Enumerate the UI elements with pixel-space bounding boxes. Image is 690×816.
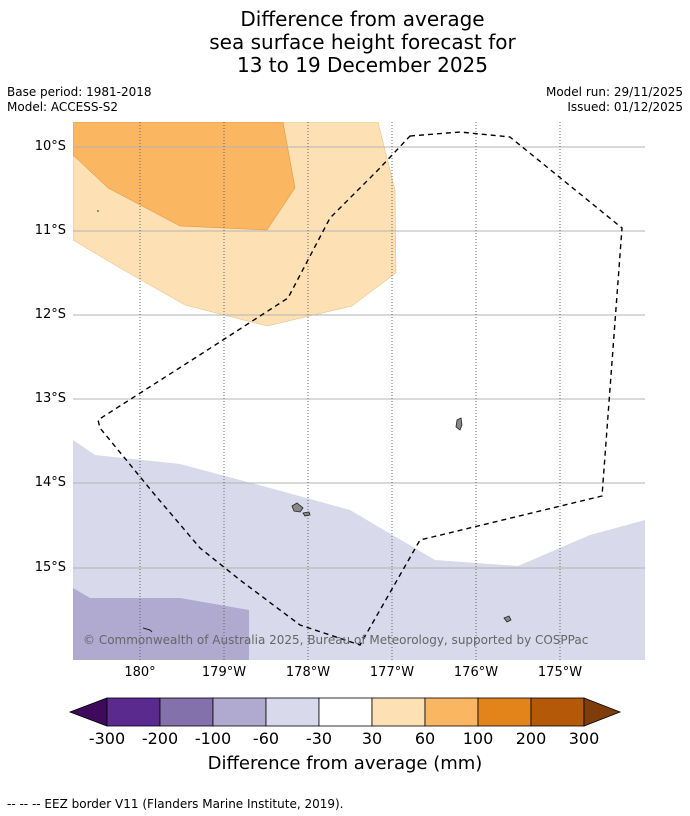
cbar-tick-1: -300 [88,729,126,748]
cbar-tick-4: -60 [252,729,280,748]
lon-label-176w: 176°W [453,665,499,680]
colorbar-bin-6 [371,697,426,727]
colorbar-bin-9 [530,697,585,727]
island-wallis [455,417,463,431]
cbar-tick-5: -30 [305,729,333,748]
eez-legend-footer: -- -- -- EEZ border V11 (Flanders Marine… [7,797,344,811]
island-small [142,627,153,633]
title-line-1: Difference from average [240,7,485,31]
lon-label-179w: 179°W [201,665,247,680]
lon-label-177w: 177°W [369,665,415,680]
issued-date: Issued: 01/12/2025 [567,100,683,114]
base-period: Base period: 1981-2018 [7,85,152,99]
model-name: Model: ACCESS-S2 [7,100,119,114]
model-run: Model run: 29/11/2025 [545,85,683,99]
model-info: Base period: 1981-2018 Model: ACCESS-S2 [7,85,152,115]
cbar-tick-7: 60 [414,729,436,748]
lat-label-11s: 11°S [34,223,66,238]
colorbar-bin-8 [477,697,532,727]
colorbar-extend-high [583,697,622,727]
eez-border [97,131,623,646]
cbar-tick-8: 100 [462,729,494,748]
lon-label-175w: 175°W [537,665,583,680]
chart-title: Difference from average sea surface heig… [0,8,690,77]
island-futuna [291,502,304,513]
colorbar [68,697,622,727]
island-alofi [302,511,311,517]
lat-label-10s: 10°S [34,139,66,154]
cbar-tick-10: 300 [568,729,600,748]
cbar-tick-9: 200 [515,729,547,748]
colorbar-bin-3 [212,697,267,727]
colorbar-title: Difference from average (mm) [207,753,483,774]
colorbar-extend-low [68,697,108,727]
title-line-2: sea surface height forecast for [209,30,516,54]
island-niuafoou [503,615,512,623]
lon-label-178w: 178°W [285,665,331,680]
cbar-tick-3: -100 [194,729,232,748]
colorbar-bin-2 [159,697,214,727]
anomaly-minus60-minus100-region [73,588,249,660]
latitude-gridlines [73,146,645,569]
copyright-notice: © Commonwealth of Australia 2025, Bureau… [83,633,589,647]
map-area [73,122,645,660]
cbar-tick-6: 30 [361,729,383,748]
lat-label-12s: 12°S [34,307,66,322]
colorbar-bin-4 [265,697,320,727]
lat-label-15s: 15°S [34,560,66,575]
colorbar-bin-5 [318,697,373,727]
lat-label-14s: 14°S [34,475,66,490]
colorbar-bin-1 [106,697,161,727]
cbar-tick-2: -200 [141,729,179,748]
colorbar-bin-7 [424,697,479,727]
lon-label-180: 180° [124,665,156,680]
lat-label-13s: 13°S [34,391,66,406]
run-info: Model run: 29/11/2025 Issued: 01/12/2025 [546,85,683,115]
island-dot [97,210,99,212]
title-line-3: 13 to 19 December 2025 [236,53,488,77]
